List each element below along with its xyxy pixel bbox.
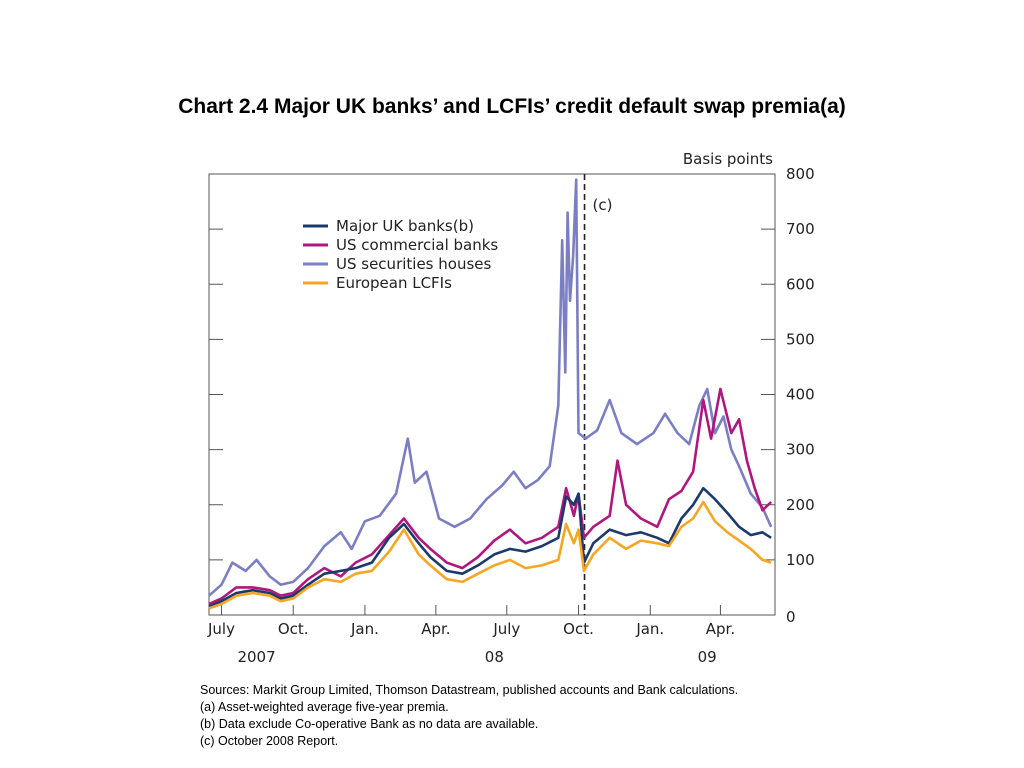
x-tick-label: Oct.	[563, 620, 594, 638]
x-tick-label: Apr.	[706, 620, 735, 638]
sources-note: Sources: Markit Group Limited, Thomson D…	[200, 683, 739, 697]
footnote-b: (b) Data exclude Co-operative Bank as no…	[200, 717, 539, 731]
series-line-european-lcfis	[208, 500, 772, 610]
chart-notes: Sources: Markit Group Limited, Thomson D…	[200, 682, 738, 750]
footnote-a: (a) Asset-weighted average five-year pre…	[200, 700, 449, 714]
y-tick-label: 300	[786, 441, 815, 459]
x-year-label: 08	[485, 648, 504, 666]
x-tick-label: July	[207, 620, 235, 638]
y-axis-label: Basis points	[683, 150, 773, 168]
y-tick-label: 800	[786, 165, 815, 183]
legend-label: European LCFIs	[336, 274, 452, 292]
x-tick-label: Oct.	[278, 620, 309, 638]
y-tick-label: 600	[786, 275, 815, 293]
series-line-us-commercial-banks	[208, 387, 773, 606]
y-tick-label: 700	[786, 220, 815, 238]
footnote-c: (c) October 2008 Report.	[200, 734, 339, 748]
legend-label: Major UK banks(b)	[336, 217, 474, 235]
x-year-label: 2007	[237, 648, 275, 666]
annotation-october-2008-report: (c)	[583, 174, 613, 615]
y-tick-label: 0	[786, 608, 796, 626]
x-tick-label: Apr.	[421, 620, 450, 638]
series-line-us-securities-houses	[208, 178, 773, 597]
series-line-major-uk-banks-b	[208, 486, 772, 608]
y-tick-label: 100	[786, 551, 815, 569]
series-layer	[208, 178, 773, 610]
x-year-label: 09	[698, 648, 717, 666]
y-axis: 800 700 600 500 400 300 200 100 0	[209, 165, 815, 626]
legend-label: US commercial banks	[336, 236, 498, 254]
chart-title: Chart 2.4 Major UK banks’ and LCFIs’ cre…	[178, 95, 846, 118]
legend-label: US securities houses	[336, 255, 491, 273]
y-tick-label: 500	[786, 330, 815, 348]
x-axis: July Oct. Jan. Apr. July Oct. Jan. Apr. 2007 08 09	[207, 605, 735, 666]
y-tick-label: 200	[786, 496, 815, 514]
x-tick-label: Jan.	[350, 620, 379, 638]
y-tick-label: 400	[786, 386, 815, 404]
x-tick-label: Jan.	[635, 620, 664, 638]
annotation-label: (c)	[593, 196, 613, 214]
x-tick-label: July	[492, 620, 520, 638]
